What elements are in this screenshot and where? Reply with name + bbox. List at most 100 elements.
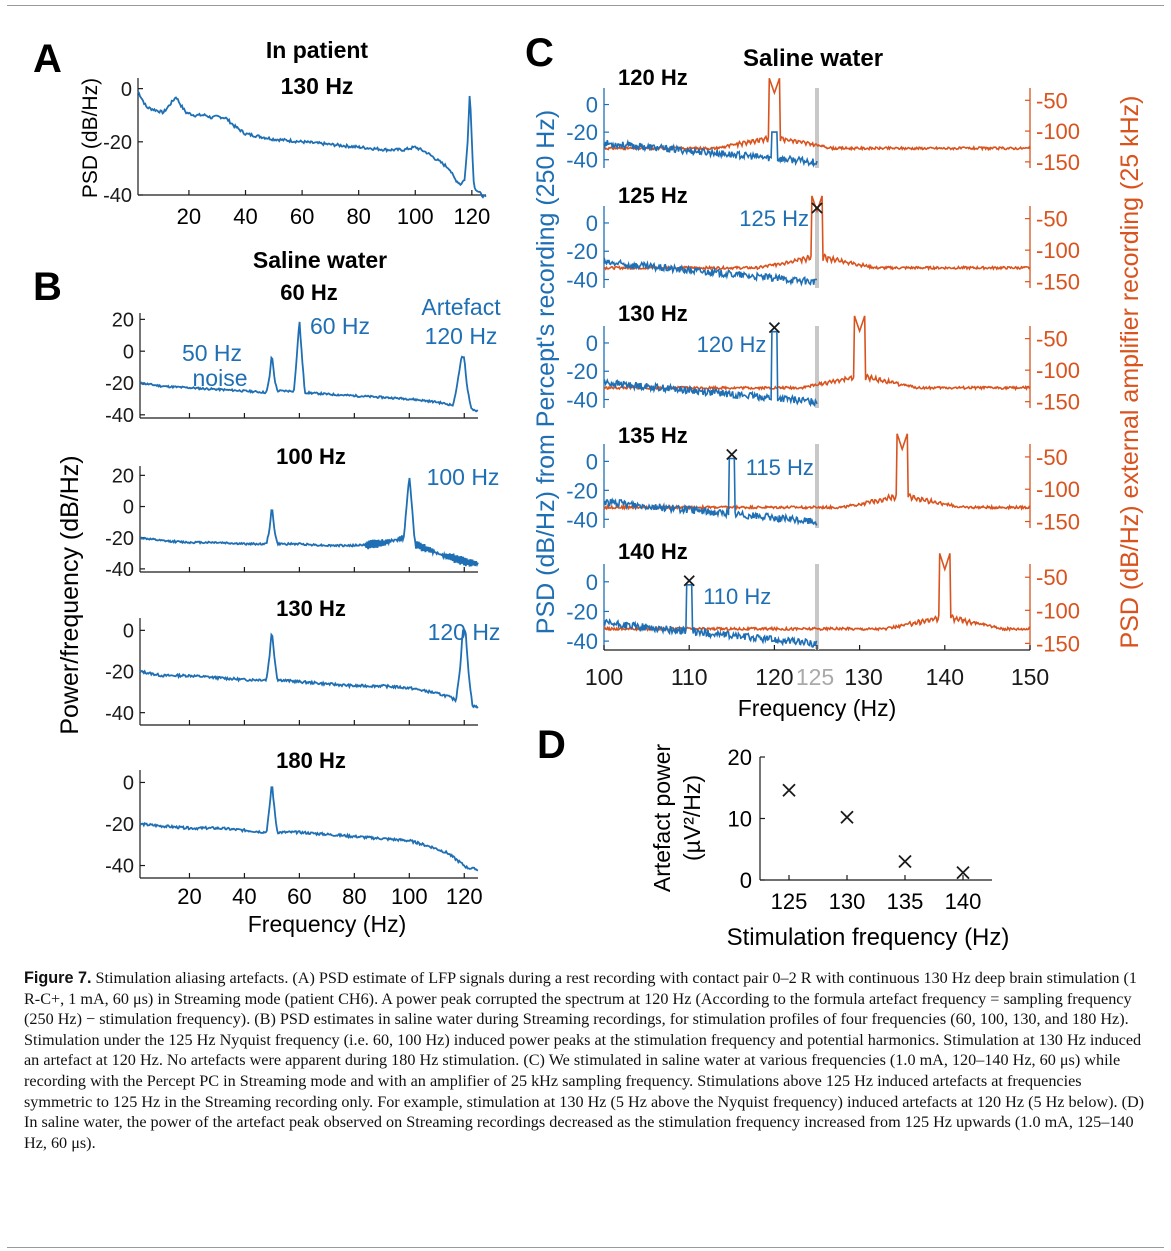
panel-c-right-tick-label: -150 [1036, 631, 1080, 656]
panel-d-data-point [956, 865, 970, 880]
panel-letter-c: C [525, 31, 554, 75]
panel-b-xtick-label: 60 [287, 884, 311, 909]
panel-b-subplot-ytick-label: 0 [123, 773, 134, 795]
panel-b-psd-line [139, 786, 479, 872]
panel-c-subplot-title: 140 Hz [618, 539, 688, 564]
panel-c-left-tick-label: -40 [566, 388, 598, 413]
panel-letter-a: A [33, 37, 62, 81]
panel-a-xtick-label: 20 [177, 204, 201, 229]
panel-a-xtick-label: 60 [290, 204, 314, 229]
panel-c-right-tick-label: -50 [1036, 207, 1068, 232]
panel-c-external-line [603, 77, 1031, 152]
panel-c-peak-marker [768, 322, 781, 334]
panel-c-right-tick-label: -50 [1036, 88, 1068, 113]
panel-b-ylabel: Power/frequency (dB/Hz) [56, 455, 84, 734]
panel-b-annotation-artefact: Artefact [421, 294, 501, 320]
panel-b-subplot-ytick-label: -40 [105, 405, 134, 427]
panel-a-xtick-label: 80 [346, 204, 370, 229]
panel-b-subplot-ytick-label: 20 [112, 466, 134, 488]
panel-d-ytick-label: 20 [728, 745, 752, 770]
panel-c-xtick-label: 150 [1011, 664, 1049, 690]
panel-a-ytick-label: -20 [103, 132, 132, 154]
panel-c-ylabel-left: PSD (dB/Hz) from Percept's recording (25… [532, 110, 560, 634]
panel-c-left-tick-label: -20 [566, 239, 598, 264]
panel-a-ytick-label: 0 [121, 79, 132, 101]
panel-d: 0 10 20 125 130 135 140 Stimulation frequency (… [649, 744, 1009, 951]
panel-c-right-tick-label: -50 [1036, 565, 1068, 590]
panel-b-subplot-title: 130 Hz [276, 596, 346, 621]
panel-c-left-tick-label: 0 [586, 449, 598, 474]
panel-a-xtick-label: 120 [453, 204, 490, 229]
panel-c-peak-marker [683, 575, 695, 587]
panel-c-right-tick-label: -100 [1036, 238, 1080, 263]
panel-c-ylabel-right: PSD (dB/Hz) external amplifier recording… [1116, 96, 1144, 649]
panel-c-title: Saline water [743, 45, 883, 72]
panel-c-xtick-label: 110 [671, 664, 708, 690]
panel-c-left-tick-label: -20 [566, 120, 598, 145]
panel-b-subplot-ytick-label: -20 [105, 373, 134, 395]
panel-c-subplot-title: 130 Hz [618, 301, 688, 326]
panel-b-xtick-label: 20 [177, 884, 201, 909]
panel-c-xtick-label: 140 [926, 664, 964, 690]
panel-c-left-tick-label: 0 [586, 570, 598, 595]
panel-c-right-tick-label: -100 [1036, 477, 1080, 502]
panel-c-percept-line [603, 131, 818, 168]
panel-b-subplot-ytick-label: -40 [105, 703, 134, 725]
panel-d-ytick-label: 10 [728, 807, 752, 832]
panel-c-external-line [603, 553, 1031, 633]
panel-b-subplot-ytick-label: -20 [105, 528, 134, 550]
panel-c-left-tick-label: -20 [566, 478, 598, 503]
panel-c-xtick-label: 120 [755, 664, 793, 690]
panel-b-xtick-label: 40 [232, 884, 256, 909]
panel-c-left-tick-label: -40 [566, 507, 598, 532]
panel-b-annotation-noise: noise [193, 365, 248, 391]
panel-a-ylabel: PSD (dB/Hz) [79, 78, 102, 198]
panel-c-peak-label: 115 Hz [746, 455, 814, 480]
panel-b-subplot-ytick-label: 0 [123, 621, 134, 643]
panel-b-subplot-title: 180 Hz [276, 748, 346, 773]
panel-b-annotation-stim: 100 Hz [427, 464, 500, 490]
panel-d-xtick-label: 125 [771, 889, 808, 914]
panel-a: In patient 130 Hz 0 -20 -40 20 40 60 80 100 120 PSD… [79, 37, 490, 229]
panel-c-left-tick-label: 0 [586, 211, 598, 236]
panel-c-xtick-label: 100 [585, 664, 623, 690]
panel-c-peak-marker [726, 448, 738, 461]
panel-d-ylabel-units: (µV²/Hz) [679, 775, 705, 861]
panel-letter-b: B [33, 265, 62, 309]
panel-d-xtick-label: 135 [887, 889, 924, 914]
panel-c-right-tick-label: -50 [1036, 445, 1068, 470]
panel-c-xtick-label: 125 [796, 664, 834, 690]
panel-c-peak-label: 120 Hz [697, 332, 767, 357]
panel-b-title: Saline water [253, 247, 387, 273]
panel-c-right-tick-label: -100 [1036, 119, 1080, 144]
caption-text: Stimulation aliasing artefacts. (A) PSD … [24, 969, 1145, 1152]
panel-b-psd-line [139, 627, 479, 709]
caption-label: Figure 7. [24, 969, 92, 987]
panel-c-left-tick-label: -20 [566, 599, 598, 624]
panel-b-subplot-ytick-label: 20 [112, 310, 134, 332]
panel-c-subplot-title: 125 Hz [618, 183, 688, 208]
panel-c-peak-label: 110 Hz [703, 584, 771, 609]
panel-c-right-tick-label: -100 [1036, 598, 1080, 623]
panel-c-subplot-title: 120 Hz [618, 65, 688, 90]
panel-c-xtick-label: 130 [844, 664, 882, 690]
panel-b-subplot-ytick-label: -20 [105, 814, 134, 836]
panel-c-subplot-title: 135 Hz [618, 423, 688, 448]
panel-a-title: In patient [266, 37, 369, 63]
panel-c-right-tick-label: -150 [1036, 510, 1080, 535]
panel-b-subplot-title: 60 Hz [280, 280, 337, 305]
panel-c-percept-line [603, 330, 818, 408]
panel-d-data-point [782, 783, 796, 797]
panel-b-xlabel: Frequency (Hz) [248, 911, 406, 937]
panel-a-xtick-label: 100 [397, 204, 434, 229]
panel-d-xtick-label: 140 [945, 889, 982, 914]
panel-b-xtick-label: 80 [342, 884, 366, 909]
panel-b-annotation-noise: 50 Hz [182, 340, 242, 366]
panel-c-percept-line [603, 257, 817, 287]
panel-c-peak-label: 125 Hz [739, 206, 809, 231]
panel-b-annotation-stim: 60 Hz [310, 313, 370, 339]
panel-b-subplot-ytick-label: -40 [105, 856, 134, 878]
panel-b-subplot-ytick-label: 0 [123, 497, 134, 519]
